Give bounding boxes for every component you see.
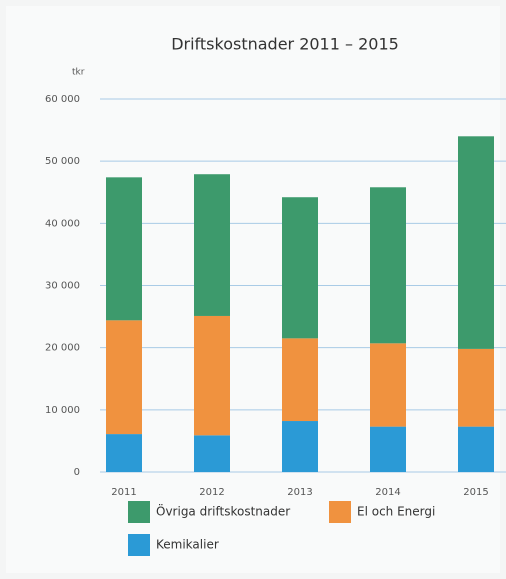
y-tick-label: 10 000: [45, 405, 80, 416]
legend-label: Kemikalier: [156, 538, 219, 552]
y-tick-label: 60 000: [45, 94, 80, 105]
bar-segment: [282, 197, 318, 339]
y-tick-label: 40 000: [45, 218, 80, 229]
bar-segment: [370, 187, 406, 344]
bar-segment: [106, 320, 142, 435]
bar-segment: [458, 348, 494, 427]
bar-segment: [194, 174, 230, 316]
x-tick-label: 2014: [375, 487, 400, 498]
legend-swatch: [128, 501, 150, 523]
bar-segment: [370, 343, 406, 427]
y-unit: tkr: [72, 68, 85, 78]
bar-segment: [106, 434, 142, 472]
legend-swatch: [329, 501, 351, 523]
x-tick-label: 2015: [463, 487, 488, 498]
y-tick-label: 0: [74, 467, 80, 478]
legend-label: Övriga driftskostnader: [156, 503, 290, 519]
bar-segment: [282, 421, 318, 472]
x-tick-label: 2011: [111, 487, 136, 498]
legend-label: El och Energi: [357, 505, 435, 519]
bar-segment: [458, 426, 494, 472]
bar-segment: [194, 435, 230, 472]
panel: [6, 6, 500, 573]
y-tick-label: 30 000: [45, 281, 80, 292]
bar-segment: [458, 136, 494, 349]
y-tick-label: 50 000: [45, 156, 80, 167]
x-tick-label: 2013: [287, 487, 312, 498]
chart-title: Driftskostnader 2011 – 2015: [171, 35, 399, 54]
x-tick-label: 2012: [199, 487, 224, 498]
bar-segment: [282, 338, 318, 422]
bar-segment: [370, 426, 406, 472]
y-tick-label: 20 000: [45, 343, 80, 354]
legend-swatch: [128, 534, 150, 556]
bar-segment: [106, 177, 142, 321]
bar-segment: [194, 315, 230, 436]
